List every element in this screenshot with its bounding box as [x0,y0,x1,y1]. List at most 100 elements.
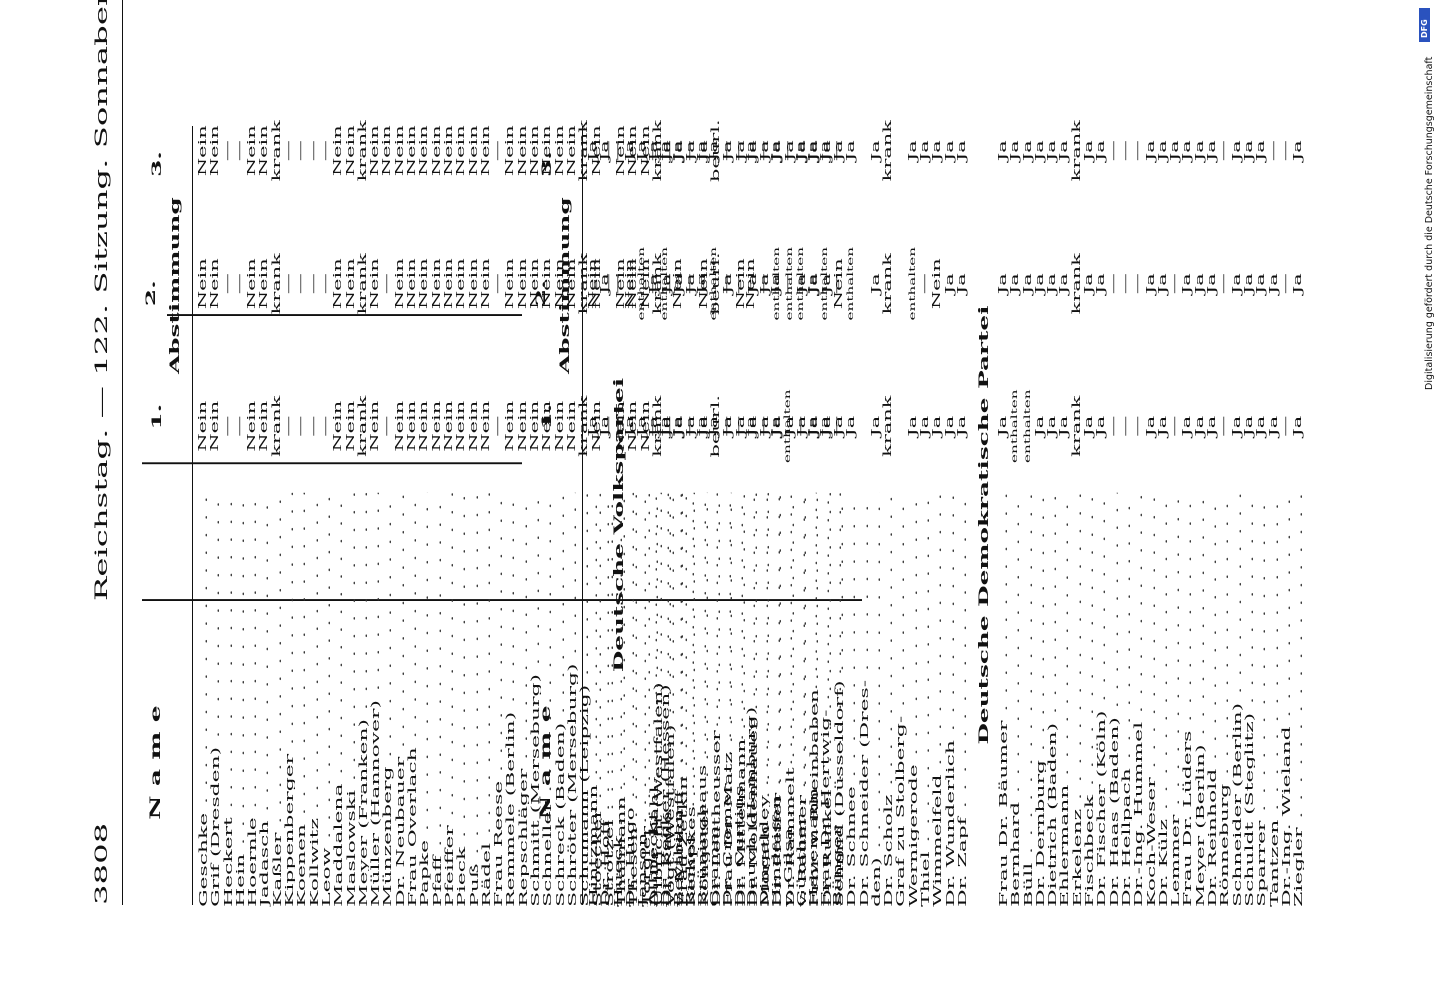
member-name: Dr. Schnee [845,493,857,907]
dfg-credit: Digitalisierung gefördert durch die Deut… [1418,10,1434,990]
vote-3-cell: Ja [684,140,698,162]
member-name: Lemmer [1169,493,1181,907]
table-row: Frau Dr. Matz Ja Ja Ja [721,128,735,907]
table-row: Dr.-Ing. Hummel — — — [1131,128,1145,907]
vote-3-cell: — [1217,140,1231,162]
vote-2-cell: — [1217,273,1231,295]
vote-2-cell: Ja [684,273,698,295]
table-row: Dr. Mittelmann Ja Nein Ja [733,128,747,907]
vote-2-cell: Nein [831,258,845,310]
member-name: Frau Dr. Lüders [1181,493,1193,907]
vote-2-cell: Ja [807,273,821,295]
vote-1-cell: — [1131,415,1145,437]
table-row: Dr. Hellpach——— [1119,128,1132,907]
vote-2-cell: Ja [954,273,968,295]
member-name: Dr. Schneider (Dres- [858,493,870,907]
credit-text: Digitalisierung gefördert durch die Deut… [1424,56,1434,390]
table-row: HintzmannJaNeinJa [586,128,599,907]
member-name: Dr. Kalle [661,493,673,907]
table-row: Dr. Leutheusserbeurl.beurl.beurl. [709,119,722,907]
vote-2-cell: krank [881,253,895,315]
member-name: Janson [636,493,648,907]
dfg-badge-text: DFG [1420,19,1429,38]
vote-2-cell: Ja [1254,273,1268,295]
vote-1-cell: Ja [770,415,784,437]
vote-1-cell: Ja [1254,415,1268,437]
vote-1-cell: Ja [954,415,968,437]
table-row: Ziegler Ja Ja Ja [1291,128,1305,907]
table-row: BüllenthaltenJaJa [1021,128,1034,907]
table-row: Dr. DernburgJaJaJa [1033,128,1046,907]
vote-1-cell: Ja [807,415,821,437]
ddp-rows: Frau Dr. BäumerJaJaJaBernhardenthaltenJa… [996,120,1305,907]
member-name: Dr. Hugo [624,493,636,907]
vote-3-cell: Ja [844,140,858,162]
vote-1-cell: Ja [733,415,747,437]
vote-2-cell: Ja [1180,273,1194,295]
vote-3-cell: Ja [1254,140,1268,162]
member-name: Dr.-Ing. Hummel [1132,493,1144,907]
table-row: KöngeterJaNeinJa [697,128,710,907]
vote-2-cell: Ja [1057,273,1071,295]
vote-1-cell: Ja [1291,415,1305,437]
table-row: Dr. ReinholdJaJaJa [1205,128,1218,907]
member-name: Schneider (Berlin) [1231,493,1243,907]
table-row: v. RaumerJaJaJa [795,128,808,907]
abstimmung-header: Abstimmung [558,197,573,374]
table-row: Dr. Schneider (Dres- [858,128,870,907]
table-row: Dr. Fischer (Köln) Ja Ja Ja [1094,128,1107,907]
table-row: Dr. MoldenhauerJaJaJa [746,128,759,907]
table-row: FischbeckJaJaJa [1082,128,1095,907]
member-name: Dr. Pfeffer [771,493,783,907]
vote-1-cell: Ja [598,415,612,437]
vote-1-cell: Ja [1057,415,1071,437]
table-row: Tantzen Ja Ja — [1266,128,1280,907]
table-row: JansonJaenthaltenJa [635,128,648,907]
member-name: Ehlermann [1058,493,1070,907]
vote-1-cell: Ja [996,415,1009,437]
vote-1-cell: — [1217,415,1231,437]
vote-1-cell: Ja [844,415,858,437]
vote-2-cell: Nein [622,258,636,310]
vote-3-cell: Ja [807,140,821,162]
table-row: WernigerodeJaenthaltenJa [906,128,919,907]
table-row: Kempkes Ja Ja Ja [684,128,698,907]
vote-1-cell: Ja [721,415,735,437]
vote-3-cell: Ja [954,140,968,162]
vote-3-cell: Ja [1291,140,1305,162]
vote-2-cell: Ja [1008,273,1022,295]
vote-3-cell: Ja [1008,140,1022,162]
table-row: Frau Dr. Lüders Ja Ja Ja [1180,128,1194,907]
vote-1-cell: Ja [684,415,698,437]
vote-1-cell: Ja [1180,415,1194,437]
vote-1-cell: Ja [1143,415,1157,437]
member-name: Graf zu Stolberg- [894,493,906,907]
table-row: Erkelenzkrankkrankkrank [1070,120,1083,907]
vote-2-cell: Ja [1266,273,1280,295]
vote-2-cell: Nein [733,258,747,310]
member-name: D. Dr. Kahl [648,493,660,907]
member-name: Dr. Leutheusser [710,493,722,907]
table-row: D. Dr. Kahl Ja Ja Ja [647,128,660,907]
member-name: Frau Dr. Matz [722,493,734,907]
member-name: Büll [1022,493,1034,907]
table-row: Dr. Hoff Ja Ja Ja [598,128,612,907]
vote3-header: 3. [540,151,555,177]
table-row: Rönneburg — — — [1217,128,1231,907]
member-name: Dr. Dernburg [1034,493,1046,907]
member-name: Hueck [612,493,624,907]
vote-3-cell: Ja [721,140,735,162]
member-name: Dr. Fischer (Köln) [1095,493,1107,906]
member-name: Dr. Scholz [882,493,894,907]
member-name: Morath [759,493,771,907]
member-name: Schmid (Düsseldorf) [833,493,845,907]
member-name: Schuldt (Steglitz) [1243,493,1255,907]
member-name: Meyer (Berlin) [1194,493,1206,907]
member-name: Frau Dr. Bäumer [997,493,1009,907]
vote-3-cell: Ja [598,140,612,162]
